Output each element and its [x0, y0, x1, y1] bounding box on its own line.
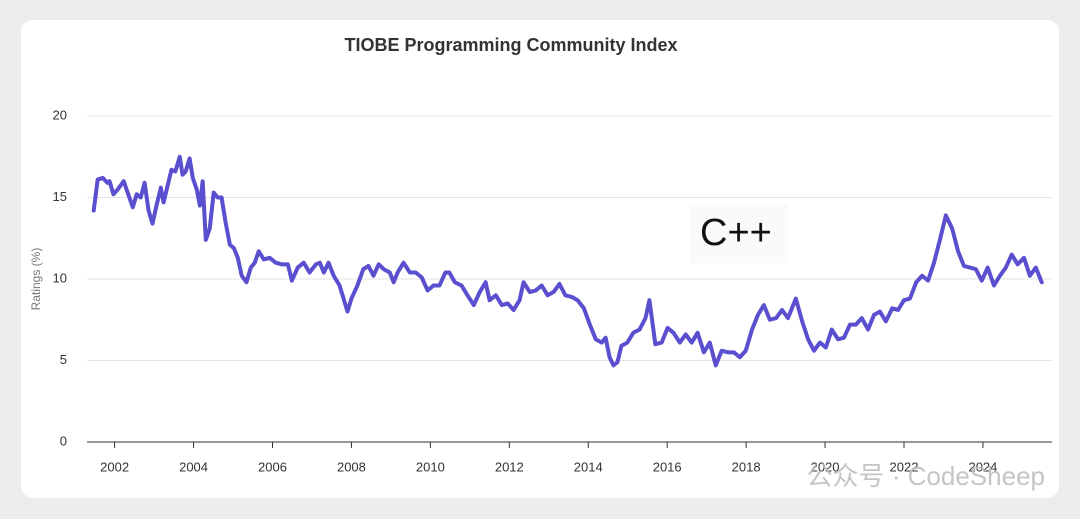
annotation: C++ [700, 212, 772, 254]
x-tick-label: 2004 [179, 459, 208, 474]
y-tick-label: 20 [53, 107, 67, 122]
line-series [91, 154, 1044, 368]
x-tick-label: 2002 [100, 459, 129, 474]
y-tick-label: 5 [60, 352, 67, 367]
x-tick-label: 2016 [653, 459, 682, 474]
chart-card [21, 20, 1059, 498]
x-tick-label: 2018 [732, 459, 761, 474]
x-tick-label: 2006 [258, 459, 287, 474]
y-axis-label: Ratings (%) [29, 248, 43, 311]
x-tick-label: 2008 [337, 459, 366, 474]
y-tick-label: 0 [60, 433, 67, 448]
y-tick-label: 10 [53, 270, 67, 285]
annotation-bg [690, 205, 788, 263]
x-tick-label: 2020 [811, 459, 840, 474]
x-tick-label: 2022 [890, 459, 919, 474]
x-tick-label: 2012 [495, 459, 524, 474]
x-tick-label: 2024 [968, 459, 997, 474]
watermark: 公众号 · CodeSheep [807, 461, 1045, 491]
y-tick-label: 15 [53, 189, 67, 204]
x-tick-label: 2010 [416, 459, 445, 474]
chart-title: TIOBE Programming Community Index [344, 35, 677, 55]
x-tick-label: 2014 [574, 459, 603, 474]
